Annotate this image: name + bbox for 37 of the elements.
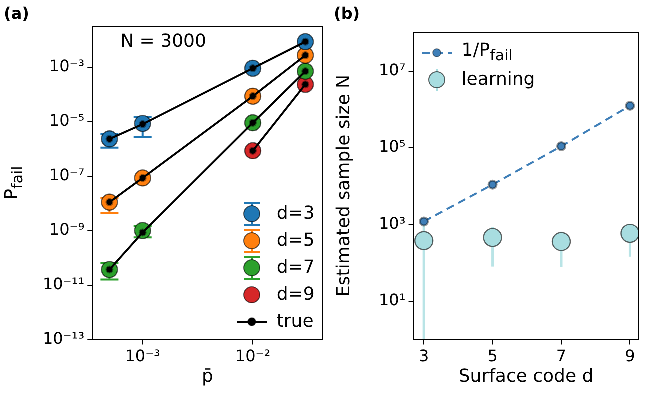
x-tick-label: 10⁻² [235, 346, 271, 366]
legend-label: d=5 [276, 230, 315, 252]
legend-label: 1/P$_{fail}$ [462, 40, 513, 64]
point [556, 141, 566, 152]
annotation: N = 3000 [120, 31, 206, 52]
legend-label: true [276, 311, 314, 332]
legend-label: learning [462, 68, 536, 90]
y-tick-label: 10¹ [378, 290, 406, 310]
x-axis-title: Surface code d [458, 366, 594, 387]
point [414, 231, 434, 250]
point [620, 224, 639, 244]
y-tick-label: 10³ [378, 214, 406, 233]
x-tick-label: 3 [418, 346, 430, 366]
x-tick-label: 7 [556, 346, 567, 366]
x-tick-label: 9 [625, 346, 636, 366]
legend-label: d=7 [276, 257, 315, 278]
y-tick-label: 10⁻¹³ [42, 328, 85, 348]
legend-label: d=9 [276, 284, 315, 306]
y-tick-label: 10⁻⁷ [49, 165, 85, 184]
x-tick-label: 10⁻³ [125, 346, 160, 366]
y-axis-title: Estimated sample size N [334, 75, 354, 298]
chart-title: (b) [334, 4, 360, 23]
point [483, 228, 502, 248]
point [488, 180, 498, 190]
chart-title: (a) [4, 4, 30, 23]
point [625, 100, 636, 111]
point [552, 232, 572, 252]
x-axis-title: p̄ [202, 366, 214, 387]
legend-label: d=3 [276, 203, 315, 224]
x-tick-label: 5 [488, 346, 498, 366]
y-tick-label: 10⁻³ [49, 56, 85, 76]
y-tick-label: 10⁵ [378, 137, 406, 156]
y-tick-label: 10⁻¹¹ [42, 274, 85, 294]
y-tick-label: 10⁻⁵ [49, 110, 85, 130]
point [419, 216, 430, 227]
y-tick-label: 10⁻⁹ [49, 220, 85, 239]
y-tick-label: 10⁷ [378, 60, 406, 80]
